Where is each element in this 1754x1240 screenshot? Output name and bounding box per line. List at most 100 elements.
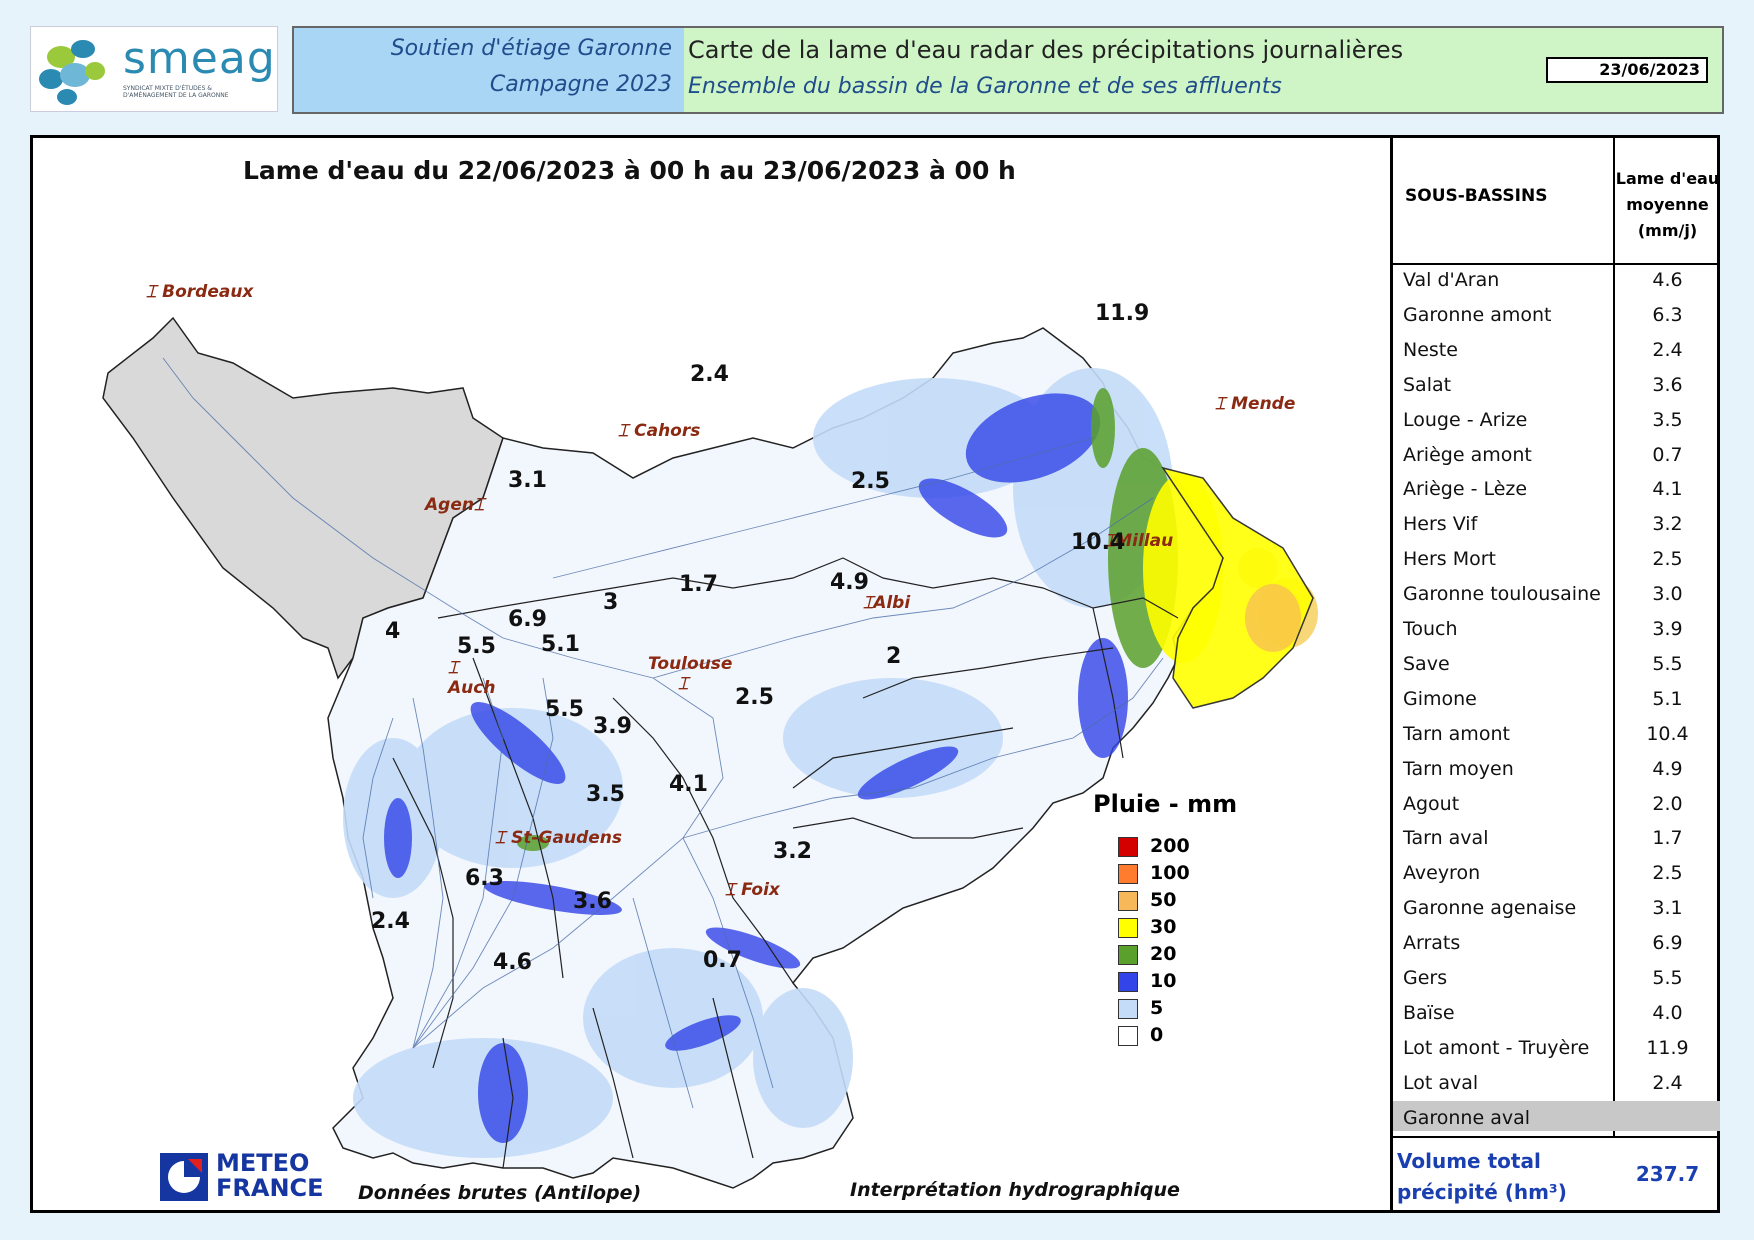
header-left-panel: Soutien d'étiage Garonne Campagne 2023 bbox=[294, 28, 684, 112]
legend-label: 10 bbox=[1150, 970, 1177, 992]
header-banner: Soutien d'étiage Garonne Campagne 2023 C… bbox=[292, 26, 1724, 114]
city-label: Millau bbox=[1115, 531, 1174, 551]
table-row: Garonne agenaise 3.1 bbox=[1393, 891, 1720, 926]
table-row: Save 5.5 bbox=[1393, 647, 1720, 682]
value-salat: 3.6 bbox=[573, 889, 612, 914]
city-marker-icon: ⌶ bbox=[1105, 531, 1116, 551]
value-garonne-amont: 6.3 bbox=[465, 866, 504, 891]
subbasin-rainfall-value: 1.7 bbox=[1652, 827, 1683, 850]
table-column-divider bbox=[1613, 138, 1615, 1138]
subbasin-name: Hers Mort bbox=[1403, 548, 1497, 571]
table-row: Ariège - Lèze 4.1 bbox=[1393, 472, 1720, 507]
value-baise: 4 bbox=[385, 619, 401, 644]
value-tarn-moyen: 4.9 bbox=[830, 570, 869, 595]
subbasin-name: Neste bbox=[1403, 338, 1458, 361]
value-ariege-amont: 0.7 bbox=[703, 948, 742, 973]
table-row: Garonne amont 6.3 bbox=[1393, 298, 1720, 333]
subbasin-name: Tarn aval bbox=[1403, 827, 1489, 850]
legend-item: 50 bbox=[1118, 889, 1218, 913]
table-row: Neste 2.4 bbox=[1393, 333, 1720, 368]
table-row: Agout 2.0 bbox=[1393, 787, 1720, 822]
table-header-subbasins: SOUS-BASSINS bbox=[1405, 186, 1548, 206]
subbasin-rainfall-value: 4.9 bbox=[1652, 757, 1683, 780]
subbasin-name: Baïse bbox=[1403, 1001, 1455, 1024]
subbasin-rainfall-value: 11.9 bbox=[1646, 1036, 1689, 1059]
value-ariege-leze: 4.1 bbox=[669, 772, 708, 797]
subbasin-name: Gimone bbox=[1403, 687, 1477, 710]
footer-data-source: Données brutes (Antilope) bbox=[358, 1182, 642, 1204]
legend-swatch bbox=[1118, 1026, 1138, 1046]
river-network bbox=[162, 357, 1164, 1109]
subbasin-name: Salat bbox=[1403, 373, 1452, 396]
legend-item: 100 bbox=[1118, 862, 1218, 886]
value-gers: 5.5 bbox=[457, 634, 496, 659]
subbasin-rainfall-value: 2.4 bbox=[1652, 338, 1683, 361]
city-marker-icon: ⌶ bbox=[448, 658, 459, 678]
subbasin-name: Arrats bbox=[1403, 932, 1461, 955]
city-label: Albi bbox=[873, 593, 911, 613]
legend-swatch bbox=[1118, 972, 1138, 992]
legend-swatch bbox=[1118, 918, 1138, 938]
subbasin-table: SOUS-BASSINS Lame d'eau moyenne (mm/j) V… bbox=[1390, 138, 1720, 1210]
table-header: SOUS-BASSINS Lame d'eau moyenne (mm/j) bbox=[1393, 138, 1720, 265]
header-campaign-title: Soutien d'étiage Garonne bbox=[390, 36, 672, 61]
value-val-daran: 4.6 bbox=[493, 950, 532, 975]
city-marker-auch: ⌶ Auch bbox=[448, 658, 495, 698]
city-marker-icon: ⌶ bbox=[146, 282, 157, 302]
value-hers-vif: 3.2 bbox=[773, 839, 812, 864]
table-row: Hers Vif 3.2 bbox=[1393, 507, 1720, 542]
header-rain-line1: Lame d'eau bbox=[1615, 169, 1720, 188]
logo-drops-icon bbox=[39, 40, 105, 105]
subbasin-rainfall-value: 4.6 bbox=[1652, 269, 1683, 291]
table-row: Tarn moyen 4.9 bbox=[1393, 752, 1720, 787]
subbasin-rainfall-value: 3.6 bbox=[1652, 373, 1683, 396]
subbasin-name: Louge - Arize bbox=[1403, 408, 1528, 431]
total-volume-value: 237.7 bbox=[1635, 1162, 1700, 1186]
legend-swatch bbox=[1118, 864, 1138, 884]
smeag-logo: smeag SYNDICAT MIXTE D'ÉTUDES & D'AMÉNAG… bbox=[30, 26, 278, 112]
subbasin-name: Val d'Aran bbox=[1403, 269, 1500, 291]
table-row: Tarn amont 10.4 bbox=[1393, 717, 1720, 752]
legend-item: 10 bbox=[1118, 970, 1218, 994]
table-row: Arrats 6.9 bbox=[1393, 926, 1720, 961]
city-label: Agen bbox=[425, 495, 474, 515]
city-marker-icon: ⌶ bbox=[1215, 394, 1226, 414]
city-label: Cahors bbox=[634, 421, 701, 441]
city-label: Bordeaux bbox=[162, 282, 254, 302]
city-marker-mende: ⌶ Mende bbox=[1215, 394, 1295, 414]
subbasin-name: Tarn moyen bbox=[1403, 757, 1514, 780]
legend-label: 100 bbox=[1150, 862, 1190, 884]
city-label: Mende bbox=[1231, 394, 1296, 414]
subbasin-rainfall-value: 6.9 bbox=[1652, 932, 1683, 955]
basin-area bbox=[327, 327, 1224, 1189]
city-marker-millau: ⌶Millau bbox=[1105, 531, 1173, 551]
value-tarn-amont: 10.4 bbox=[1071, 530, 1126, 555]
header-rain-line2: moyenne bbox=[1626, 195, 1709, 214]
city-marker-foix: ⌶ Foix bbox=[725, 880, 780, 900]
subbasin-rainfall-value: 5.1 bbox=[1652, 687, 1683, 710]
table-row: Louge - Arize 3.5 bbox=[1393, 403, 1720, 438]
subbasin-rainfall-value: 4.1 bbox=[1652, 478, 1683, 501]
table-row: Val d'Aran 4.6 bbox=[1393, 263, 1720, 298]
city-label: Auch bbox=[448, 678, 496, 698]
subbasin-boundaries bbox=[392, 557, 1179, 1169]
city-marker-toulouse: Toulouse ⌶ bbox=[648, 654, 732, 694]
table-row: Baïse 4.0 bbox=[1393, 996, 1720, 1031]
legend-item: 30 bbox=[1118, 916, 1218, 940]
header-map-subtitle: Ensemble du bassin de la Garonne et de s… bbox=[688, 74, 1282, 99]
logo-subtitle: SYNDICAT MIXTE D'ÉTUDES & D'AMÉNAGEMENT … bbox=[123, 85, 229, 99]
subbasin-name: Garonne agenaise bbox=[1403, 897, 1577, 920]
legend-label: 20 bbox=[1150, 943, 1177, 965]
subbasin-rainfall-value: 3.9 bbox=[1652, 618, 1683, 640]
legend-swatch bbox=[1118, 945, 1138, 965]
legend-swatch bbox=[1118, 999, 1138, 1019]
legend-label: 0 bbox=[1150, 1024, 1164, 1046]
table-row: Gimone 5.1 bbox=[1393, 682, 1720, 717]
subbasin-rainfall-value: 3.0 bbox=[1652, 583, 1683, 606]
city-label: Foix bbox=[741, 880, 780, 900]
table-row: Garonne toulousaine 3.0 bbox=[1393, 577, 1720, 612]
table-row: Lot amont - Truyère 11.9 bbox=[1393, 1031, 1720, 1066]
value-save: 5.5 bbox=[545, 697, 584, 722]
header-campaign-year: Campagne 2023 bbox=[489, 72, 672, 97]
meteo-france-logo: METEO FRANCE bbox=[158, 1151, 358, 1207]
